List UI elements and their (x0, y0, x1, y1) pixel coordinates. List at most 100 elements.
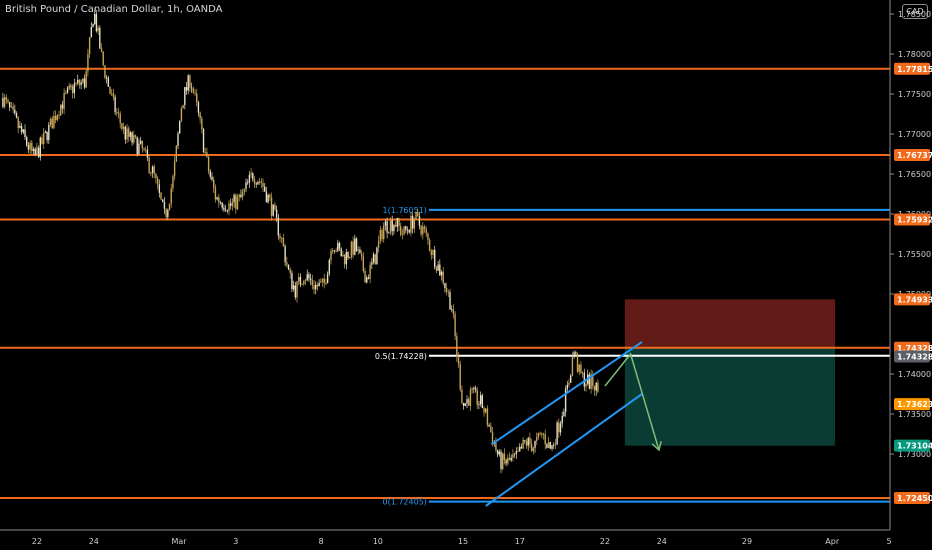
candle-body (461, 389, 463, 403)
candle-body (104, 65, 106, 78)
candle-body (376, 247, 378, 265)
candle-body (553, 444, 555, 446)
candle-body (102, 51, 104, 66)
candle-body (478, 404, 480, 405)
candle-body (44, 131, 47, 134)
candle-body (20, 125, 23, 133)
candle-body (432, 249, 434, 255)
candle-body (449, 292, 451, 310)
candle-body (537, 433, 540, 437)
candle-body (95, 13, 98, 32)
candle-body (114, 96, 116, 113)
candle-body (549, 442, 552, 449)
time-axis-label: 15 (458, 537, 468, 546)
candle-body (427, 233, 429, 240)
candle-body (588, 374, 591, 389)
candle-body (522, 439, 524, 449)
currency-badge[interactable]: CAD (902, 4, 928, 19)
time-axis-label: Apr (825, 537, 840, 546)
time-axis-label: 22 (32, 537, 42, 546)
candle-body (105, 77, 108, 79)
candle-body (418, 216, 421, 226)
candle-body (158, 184, 161, 193)
level-price-tag-bg (894, 492, 930, 504)
candle-body (590, 374, 592, 389)
take-profit-zone[interactable] (624, 347, 836, 446)
price-axis-label: 1.77000 (898, 130, 931, 139)
price-axis-label: 1.73500 (898, 410, 931, 419)
candle-body (296, 281, 298, 298)
candle-body (547, 442, 550, 448)
candle-body (568, 382, 570, 385)
candle-body (75, 82, 77, 84)
candle-body (379, 230, 382, 241)
candle-body (541, 433, 543, 435)
candle-body (364, 270, 366, 283)
candle-body (496, 450, 499, 455)
candle-body (542, 434, 545, 436)
candle-body (99, 27, 101, 49)
candle-body (265, 191, 268, 203)
candle-body (82, 78, 84, 83)
candle-body (352, 241, 354, 255)
candle-body (65, 92, 67, 94)
candle-body (340, 248, 342, 257)
stop-loss-zone[interactable] (624, 299, 836, 348)
time-axis-label: Mar (171, 537, 187, 546)
candle-body (151, 166, 154, 173)
candle-body (495, 442, 497, 451)
candle-body (469, 389, 472, 406)
position-zones (624, 299, 836, 446)
candle-body (369, 264, 371, 279)
candle-body (31, 142, 33, 152)
candle-body (326, 273, 329, 284)
candle-body (199, 112, 201, 119)
candle-body (498, 451, 501, 455)
candle-body (388, 232, 390, 234)
candle-body (112, 93, 115, 97)
price-axis-label: 1.73000 (898, 450, 931, 459)
candle-body (452, 309, 455, 315)
candle-body (515, 451, 518, 454)
candle-body (343, 254, 346, 265)
candle-body (253, 179, 256, 184)
candle-body (459, 363, 461, 390)
candle-body (532, 447, 535, 452)
candle-body (571, 356, 574, 376)
stop-price-tag: 1.74933 (897, 295, 932, 304)
projection-arrow[interactable] (604, 352, 660, 451)
price-axis-label: 1.74000 (898, 370, 931, 379)
candle-body (413, 219, 416, 229)
candles (2, 8, 599, 474)
candle-body (43, 133, 45, 144)
time-axis-label: 3 (233, 537, 238, 546)
candle-body (29, 142, 31, 150)
fib-level-label: 0.5(1.74228) (375, 352, 427, 361)
candle-body (136, 137, 138, 155)
candle-body (556, 422, 558, 445)
candle-body (146, 149, 149, 158)
candle-body (165, 208, 167, 218)
channel-upper-line[interactable] (490, 341, 643, 446)
candle-body (270, 197, 273, 216)
candle-body (405, 226, 407, 230)
candle-body (474, 387, 477, 390)
level-price-tag-bg (894, 213, 930, 226)
channel-lower-line[interactable] (485, 393, 643, 507)
price-axis-label: 1.77500 (898, 90, 931, 99)
candle-body (32, 149, 35, 152)
candle-body (428, 239, 431, 251)
candle-body (226, 210, 229, 212)
candle-body (411, 216, 414, 229)
candle-body (124, 126, 127, 140)
time-axis-label: 24 (89, 537, 99, 546)
candle-body (54, 115, 57, 121)
level-price-tag: 1.72450 (897, 494, 932, 503)
candle-body (306, 274, 308, 281)
candle-body (320, 281, 322, 283)
candle-body (381, 230, 383, 240)
candle-body (347, 252, 349, 258)
candle-body (349, 256, 351, 258)
candle-body (90, 27, 93, 38)
